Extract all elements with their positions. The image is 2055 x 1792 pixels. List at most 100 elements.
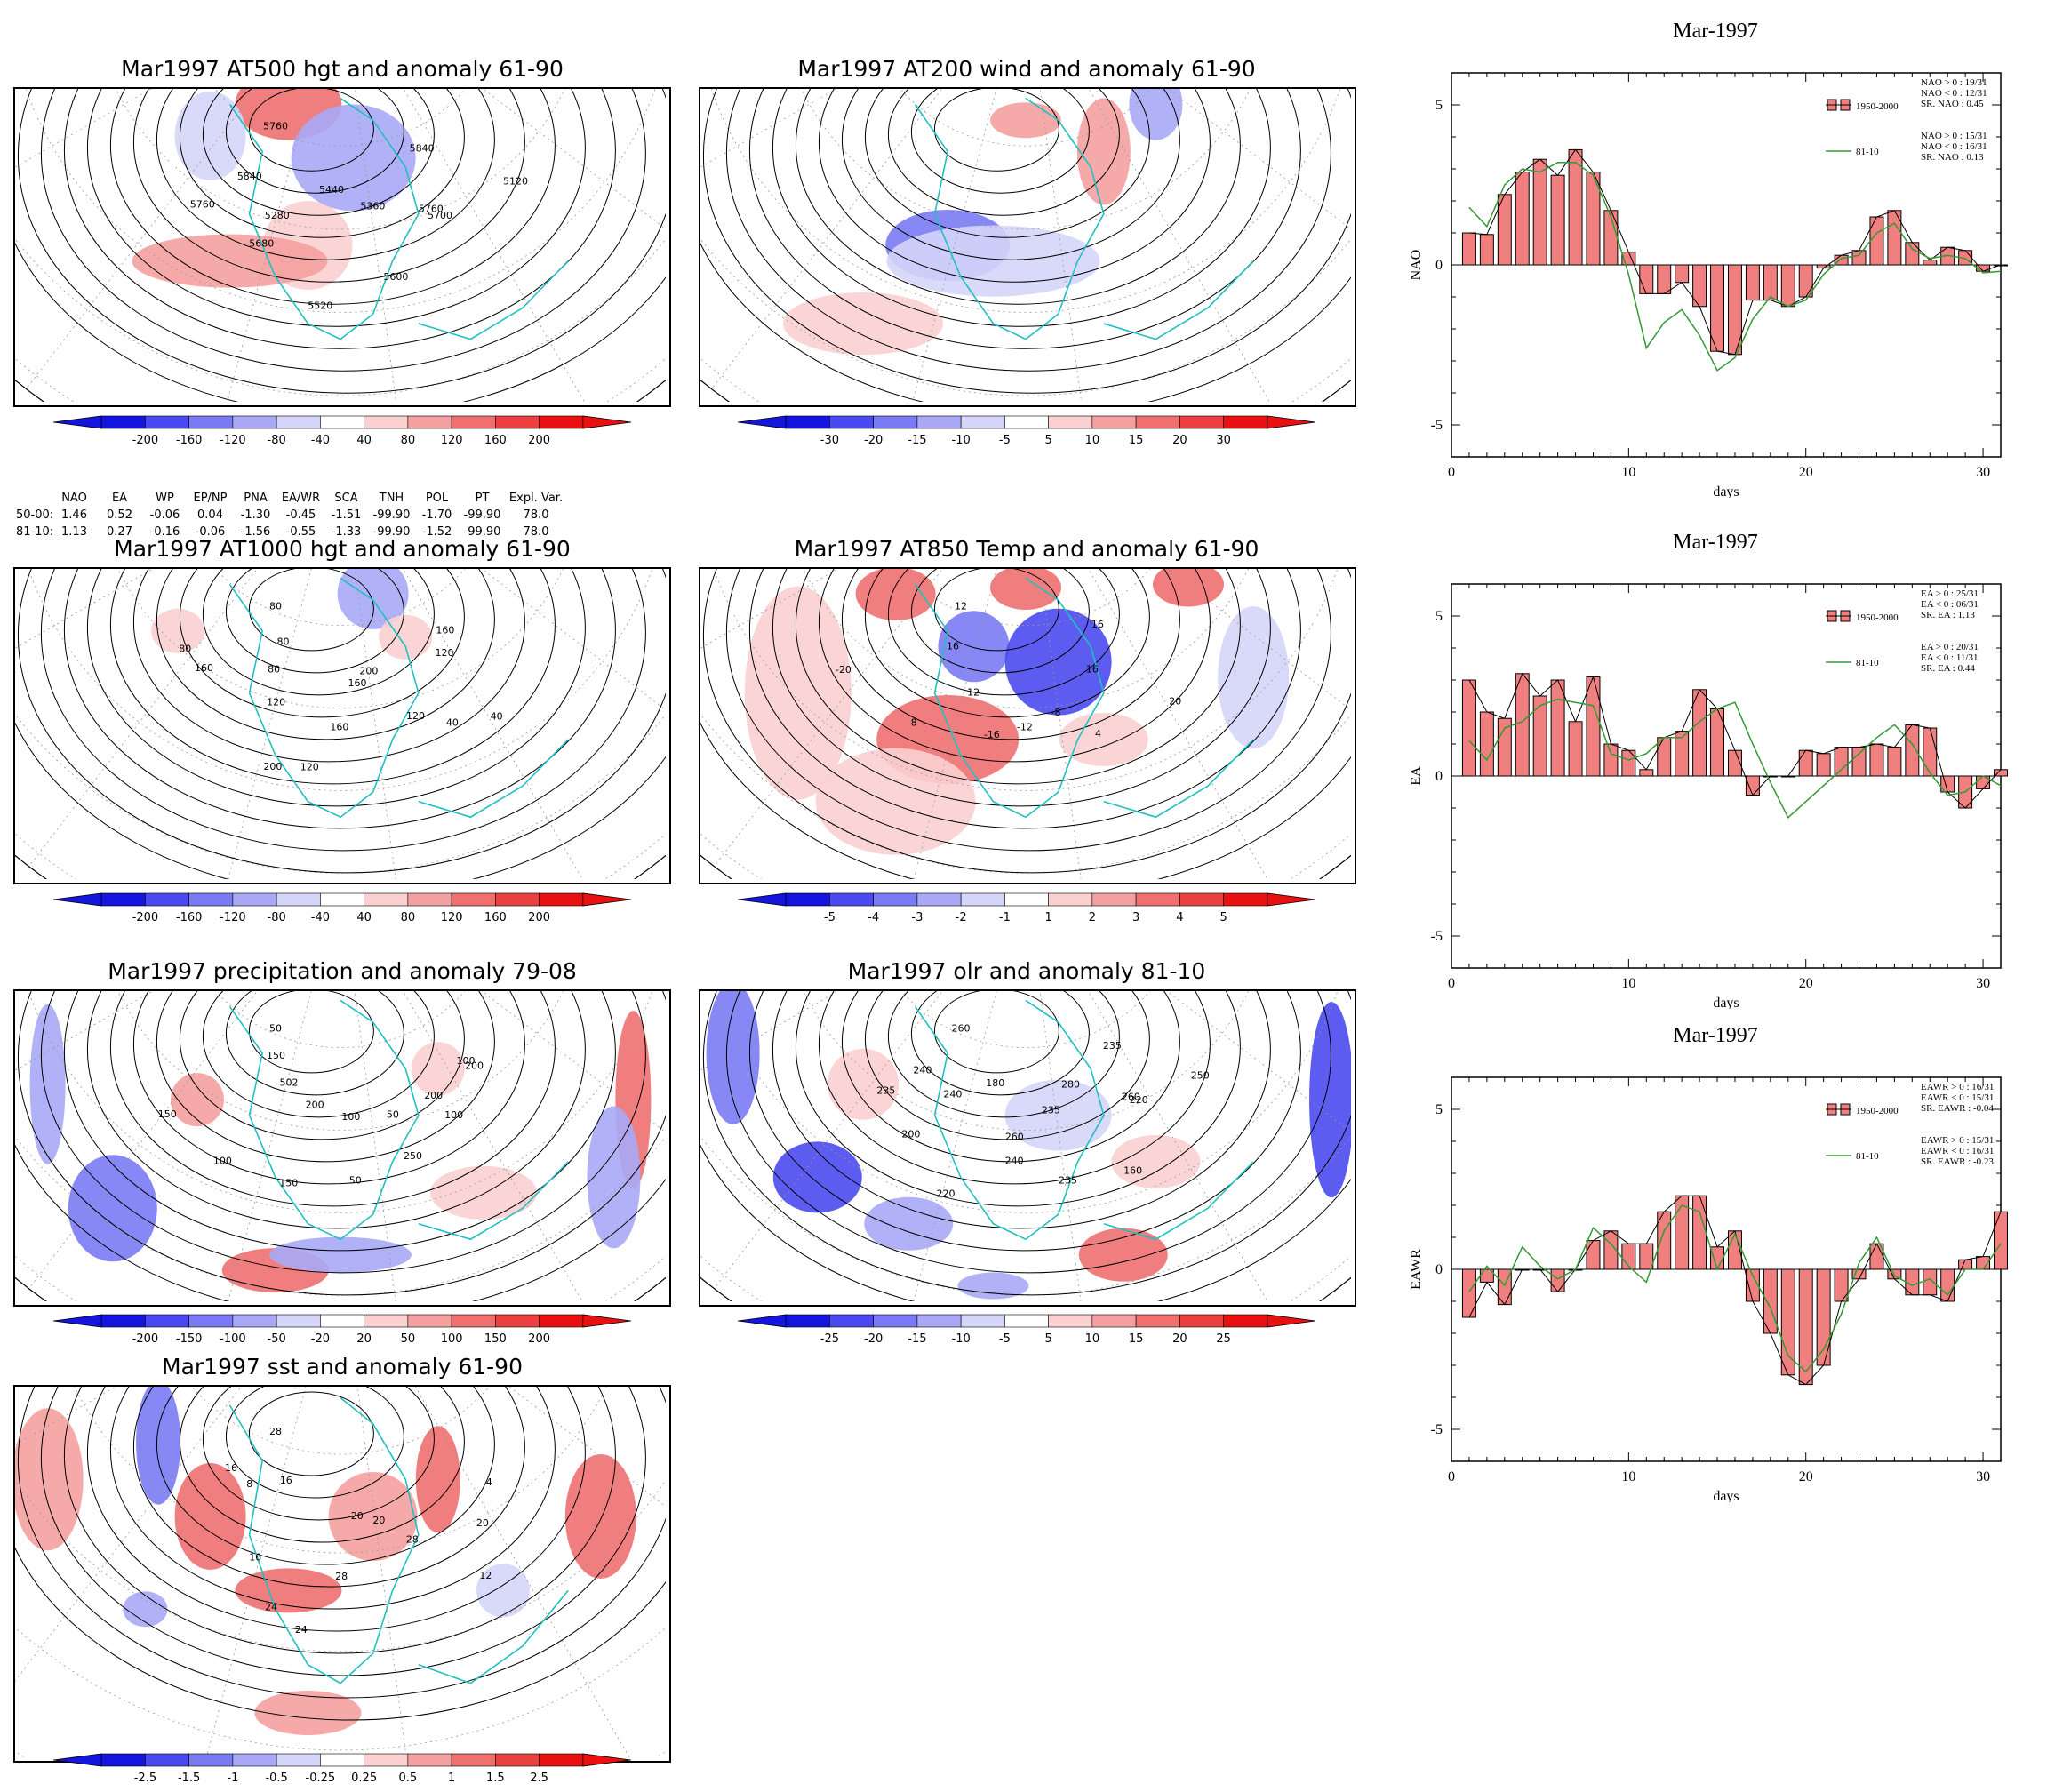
table-cell: -99.90 <box>372 525 411 539</box>
colorbar-tick-label: -120 <box>220 434 246 447</box>
colorbar-segment <box>1223 1314 1268 1328</box>
chart-nao: Mar-1997 0 10 20 30 5 0 -5 days NAO 1950-2000 81-1… <box>1404 18 2027 498</box>
latitude-gridline <box>700 569 1351 791</box>
contour-line <box>772 569 1271 807</box>
x-tick-label: 30 <box>1976 1469 1990 1484</box>
anomaly-shading <box>886 225 1100 297</box>
contour-label: 20 <box>1169 695 1181 707</box>
coastline <box>228 999 420 1241</box>
contour-label: 5280 <box>265 210 290 221</box>
table-cell: -99.90 <box>463 525 501 539</box>
colorbar-tick-label: 1.5 <box>486 1772 505 1785</box>
contour-line <box>86 991 586 1229</box>
anomaly-shading <box>1076 98 1131 205</box>
contour-line <box>725 569 1331 852</box>
colorbar-segment <box>539 1314 584 1328</box>
contour-line <box>748 991 1301 1252</box>
contour-line <box>63 89 616 349</box>
contour-label: 16 <box>1091 619 1104 630</box>
colorbar-segment <box>495 1753 540 1767</box>
map-wind200 <box>699 87 1356 407</box>
anomaly-shading <box>864 1196 954 1251</box>
x-axis-label: days <box>1713 484 1739 498</box>
latitude-gridline <box>700 89 1351 313</box>
contour-label: 5840 <box>410 142 435 154</box>
map-title: Mar1997 precipitation and anomaly 79-08 <box>108 958 577 984</box>
contour-line <box>795 89 1241 305</box>
bar <box>1763 264 1778 301</box>
colorbar-segment <box>1223 415 1268 429</box>
anomaly-shading <box>132 234 328 288</box>
bar <box>1479 234 1494 266</box>
anomaly-shading <box>476 1564 530 1618</box>
contour-line <box>63 1387 616 1654</box>
colorbar-segment <box>785 892 830 907</box>
colorbar-segment <box>100 415 146 429</box>
bar <box>1461 232 1476 266</box>
colorbar-segment <box>100 892 146 907</box>
colorbar-tick-label: -2.5 <box>134 1772 156 1785</box>
bar <box>1603 743 1619 777</box>
bar <box>1532 695 1547 777</box>
colorbar-tick-label: -100 <box>220 1332 246 1346</box>
latitude-gridline <box>15 991 666 1213</box>
colorbar-segment <box>100 1314 146 1328</box>
colorbar-segment <box>451 415 496 429</box>
bar <box>1745 264 1760 301</box>
contour-label: 200 <box>901 1129 920 1140</box>
x-axis-label: days <box>1713 1489 1739 1502</box>
contour-label: 5760 <box>190 198 215 210</box>
anomaly-shading <box>587 1106 641 1249</box>
anomaly-shading <box>15 1408 84 1551</box>
latitude-gridline <box>860 991 1192 1049</box>
contour-line <box>17 991 666 1296</box>
contour-line <box>725 89 1331 372</box>
contour-line <box>202 89 435 216</box>
coastline <box>228 577 420 819</box>
contour-line <box>841 569 1180 740</box>
colorbar-olr: -25 -20 -15 -10 -5 5 10 15 20 25 <box>737 1314 1333 1353</box>
coastline <box>914 577 1105 819</box>
legend-label: 1950-2000 <box>1856 612 1899 623</box>
series-line-81-10 <box>1468 162 2002 372</box>
bar <box>1461 679 1476 777</box>
contour-label: 4 <box>1095 728 1101 740</box>
colorbar-segment <box>232 1314 277 1328</box>
longitude-gridline <box>207 569 341 879</box>
series-line-81-10 <box>1468 698 2002 820</box>
colorbar-segment <box>1223 892 1268 907</box>
contour-line <box>109 1387 556 1610</box>
contour-label: 20 <box>372 1515 385 1526</box>
contour-label: 240 <box>1005 1156 1024 1167</box>
legend-label: 1950-2000 <box>1856 1106 1899 1116</box>
longitude-gridline <box>714 991 1027 1289</box>
bar <box>1692 1195 1707 1270</box>
colorbar-tick-label: -30 <box>820 434 839 447</box>
colorbar-tick-label: 25 <box>1216 1332 1231 1346</box>
colorbar-tick-label: 20 <box>1172 434 1187 447</box>
colorbar-segment <box>829 892 874 907</box>
colorbar-tick-label: 2 <box>1089 911 1096 924</box>
coastline <box>228 1396 420 1684</box>
longitude-gridline <box>340 89 666 114</box>
contour-line <box>86 89 586 327</box>
contour-line <box>109 569 556 785</box>
contour-label: 200 <box>263 761 282 772</box>
contour-label: 24 <box>265 1602 277 1613</box>
map-temp850: 12 16 16 16 12 -8 -12 -16 4 8 20 -20 <box>699 567 1356 884</box>
bar <box>1479 711 1494 777</box>
contour-label: 100 <box>457 1055 476 1067</box>
row-label: 81-10: <box>16 525 54 539</box>
contour-label: 235 <box>876 1085 895 1097</box>
anomaly-shading <box>291 104 416 212</box>
colorbar-tick-label: 30 <box>1216 434 1231 447</box>
colorbar-tick-label: -5 <box>824 911 836 924</box>
bar <box>1515 673 1530 777</box>
x-tick-label: 0 <box>1448 1469 1455 1484</box>
latitude-gridline <box>44 1387 637 1554</box>
colorbar-segment <box>1004 415 1049 429</box>
colorbar-tick-label: 80 <box>401 911 416 924</box>
colorbar-hgt500: -200 -160 -120 -80 -40 40 80 120 160 200 <box>52 415 649 454</box>
contour-line <box>795 569 1241 785</box>
contour-line <box>202 1387 435 1521</box>
